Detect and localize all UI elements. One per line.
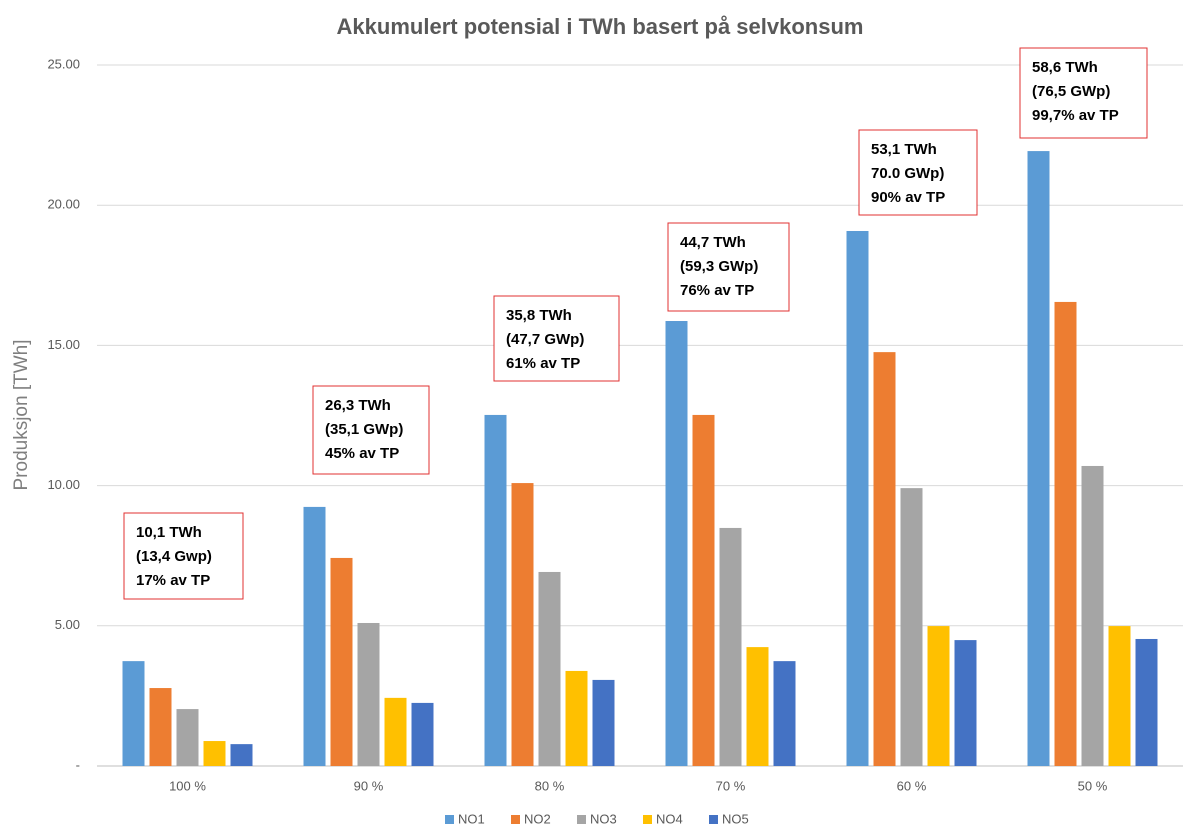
x-tick-label: 70 %	[716, 778, 746, 793]
annotation-text: 90% av TP	[871, 189, 945, 206]
bar	[592, 679, 615, 766]
legend-swatch	[445, 815, 454, 824]
bar	[538, 571, 561, 766]
annotation-text: 76% av TP	[680, 282, 754, 299]
bar	[692, 414, 715, 766]
annotation-text: (35,1 GWp)	[325, 421, 403, 438]
legend-swatch	[577, 815, 586, 824]
bar	[303, 506, 326, 766]
x-tick-label: 50 %	[1078, 778, 1108, 793]
y-tick-label: 10.00	[47, 477, 80, 492]
legend-swatch	[511, 815, 520, 824]
annotation-box	[1019, 47, 1148, 139]
annotation-text: 35,8 TWh	[506, 307, 572, 324]
legend-label: NO4	[656, 811, 683, 825]
bar	[203, 741, 226, 766]
chart-title: Akkumulert potensial i TWh basert på sel…	[337, 14, 864, 39]
annotation-box	[858, 129, 978, 216]
bar	[411, 702, 434, 766]
annotation-text: 45% av TP	[325, 445, 399, 462]
annotation-text: (47,7 GWp)	[506, 331, 584, 348]
bar	[149, 688, 172, 766]
bar	[927, 626, 950, 766]
bar	[384, 697, 407, 766]
bar	[1027, 151, 1050, 767]
legend-swatch	[709, 815, 718, 824]
bar	[484, 414, 507, 766]
x-tick-label: 100 %	[169, 778, 206, 793]
bar	[230, 744, 253, 766]
annotation-box	[667, 222, 790, 312]
bar	[846, 230, 869, 766]
bar	[900, 488, 923, 766]
bar	[665, 321, 688, 766]
y-tick-label: 20.00	[47, 197, 80, 212]
legend-swatch	[643, 815, 652, 824]
x-tick-label: 90 %	[354, 778, 384, 793]
annotation-text: 58,6 TWh	[1032, 59, 1098, 76]
y-tick-label: 25.00	[47, 56, 80, 71]
bar	[873, 352, 896, 766]
bar	[719, 527, 742, 766]
annotation-box	[312, 385, 430, 475]
legend-label: NO1	[458, 811, 485, 825]
annotation-text: 17% av TP	[136, 572, 210, 589]
bar	[122, 661, 145, 766]
annotation-text: (13,4 Gwp)	[136, 548, 212, 565]
bar	[565, 670, 588, 766]
annotation-text: 10,1 TWh	[136, 524, 202, 541]
bar	[1081, 465, 1104, 766]
bar	[357, 622, 380, 766]
legend-label: NO5	[722, 811, 749, 825]
annotation-text: (76,5 GWp)	[1032, 83, 1110, 100]
bar	[773, 661, 796, 766]
legend-label: NO3	[590, 811, 617, 825]
y-tick-label: -	[76, 757, 80, 772]
bar	[746, 647, 769, 766]
bar	[176, 709, 199, 766]
annotation-box	[123, 512, 244, 600]
annotation-text: 99,7% av TP	[1032, 107, 1119, 124]
x-tick-label: 80 %	[535, 778, 565, 793]
bar	[1054, 301, 1077, 766]
bar	[511, 483, 534, 766]
annotation-text: 70.0 GWp)	[871, 165, 944, 182]
annotation-text: (59,3 GWp)	[680, 258, 758, 275]
bar	[330, 557, 353, 766]
annotation-text: 61% av TP	[506, 355, 580, 372]
y-tick-label: 5.00	[55, 617, 80, 632]
annotation-text: 44,7 TWh	[680, 234, 746, 251]
annotation-text: 53,1 TWh	[871, 141, 937, 158]
legend-label: NO2	[524, 811, 551, 825]
annotation-box	[493, 295, 620, 382]
y-tick-label: 15.00	[47, 337, 80, 352]
y-axis-label: Produksjon [TWh]	[11, 340, 32, 491]
bar	[954, 640, 977, 766]
annotation-text: 26,3 TWh	[325, 397, 391, 414]
bar	[1135, 638, 1158, 766]
x-tick-label: 60 %	[897, 778, 927, 793]
bar	[1108, 626, 1131, 766]
